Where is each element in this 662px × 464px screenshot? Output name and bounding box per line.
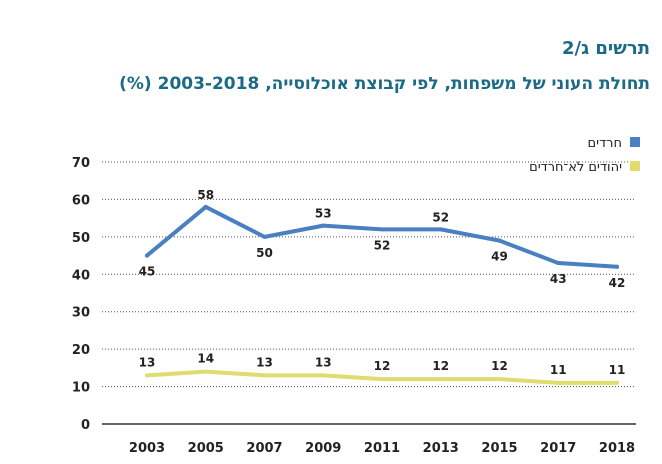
data-point	[145, 373, 149, 378]
data-point	[262, 373, 267, 378]
data-label: 58	[197, 188, 214, 202]
data-point	[497, 238, 502, 243]
chart-title: תחולת העוני של משפחות, לפי קבוצת אוכלוסי…	[119, 74, 650, 94]
legend-swatch-0	[630, 137, 640, 147]
x-tick-label: 2009	[305, 441, 341, 456]
x-tick-label: 2007	[246, 441, 282, 456]
data-label: 42	[609, 276, 626, 290]
data-label: 12	[374, 359, 391, 373]
data-point	[380, 227, 384, 232]
y-tick-label: 0	[81, 418, 90, 433]
x-tick-label: 2015	[481, 441, 517, 456]
data-label: 53	[315, 207, 332, 221]
data-label: 52	[374, 238, 391, 252]
data-point	[145, 253, 149, 258]
y-tick-label: 50	[72, 231, 90, 246]
x-tick-label: 2011	[364, 441, 400, 456]
legend-label-0: חרדים	[588, 136, 622, 151]
y-tick-label: 70	[72, 156, 90, 171]
data-label: 12	[491, 359, 508, 373]
data-point	[615, 264, 619, 269]
data-label: 52	[432, 210, 449, 224]
data-label: 49	[491, 250, 508, 264]
data-point	[497, 377, 502, 382]
y-tick-label: 10	[72, 381, 90, 396]
data-point	[262, 234, 267, 239]
data-label: 45	[139, 265, 156, 279]
data-point	[321, 223, 326, 228]
data-label: 11	[550, 363, 567, 377]
data-point	[615, 380, 619, 385]
y-tick-label: 30	[72, 306, 90, 321]
data-point	[380, 377, 384, 382]
data-point	[438, 377, 443, 382]
data-point	[321, 373, 326, 378]
x-tick-label: 2005	[188, 441, 224, 456]
legend-swatch-1	[630, 161, 640, 171]
data-label: 14	[197, 352, 214, 366]
x-tick-label: 2018	[599, 441, 635, 456]
data-label: 13	[256, 355, 273, 369]
data-label: 11	[609, 363, 626, 377]
x-tick-label: 2017	[540, 441, 576, 456]
data-label: 43	[550, 272, 567, 286]
y-tick-label: 40	[72, 268, 90, 283]
legend-label-1: יהודים לא־חרדים	[529, 160, 622, 175]
data-label: 50	[256, 246, 273, 260]
x-tick-label: 2003	[129, 441, 165, 456]
data-point	[203, 369, 208, 374]
data-label: 12	[432, 359, 449, 373]
x-tick-label: 2013	[423, 441, 459, 456]
data-point	[438, 227, 443, 232]
data-label: 13	[315, 355, 332, 369]
data-point	[556, 261, 561, 266]
figure-label: תרשים ג/2	[561, 38, 650, 59]
data-label: 13	[139, 355, 156, 369]
y-tick-label: 20	[72, 343, 90, 358]
y-tick-label: 60	[72, 193, 90, 208]
data-point	[556, 380, 561, 385]
data-point	[203, 204, 208, 209]
